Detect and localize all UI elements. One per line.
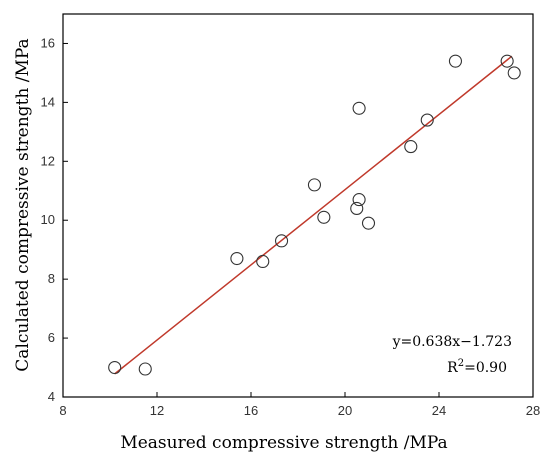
y-tick-label: 16 xyxy=(41,35,55,50)
data-point xyxy=(317,210,331,224)
data-point xyxy=(404,140,418,154)
data-point xyxy=(274,234,289,248)
data-point xyxy=(352,193,366,207)
r-squared-label: R2=0.90 xyxy=(447,358,507,376)
regression-line xyxy=(114,55,513,375)
x-tick-label: 28 xyxy=(526,403,540,418)
x-tick-label: 8 xyxy=(59,403,66,418)
data-point xyxy=(256,254,270,269)
y-tick-label: 10 xyxy=(41,212,55,227)
data-point xyxy=(507,66,521,80)
data-point xyxy=(350,201,364,215)
y-tick-label: 6 xyxy=(48,330,55,345)
equation-label: y=0.638x−1.723 xyxy=(392,334,512,350)
data-point xyxy=(448,54,463,68)
data-point xyxy=(230,251,244,266)
data-point xyxy=(138,362,152,376)
y-tick-label: 8 xyxy=(48,271,55,286)
y-axis-ticks: 4 6 8 10 12 14 16 xyxy=(41,35,68,404)
x-axis-title: Measured compressive strength /MPa xyxy=(120,433,447,453)
plot-frame xyxy=(62,13,534,398)
data-point xyxy=(361,216,376,230)
y-axis-title: Calculated compressive strength /MPa xyxy=(13,38,33,371)
data-points xyxy=(108,54,521,376)
x-tick-label: 16 xyxy=(244,403,258,418)
data-point xyxy=(500,54,514,68)
data-point xyxy=(352,101,366,115)
data-point xyxy=(307,178,322,192)
y-tick-label: 12 xyxy=(41,153,55,168)
x-axis-ticks: 8 12 16 20 24 28 xyxy=(59,392,540,418)
x-tick-label: 20 xyxy=(338,403,352,418)
x-tick-label: 12 xyxy=(150,403,164,418)
y-tick-label: 14 xyxy=(41,94,55,109)
data-point xyxy=(420,113,434,127)
data-point xyxy=(108,360,122,375)
y-tick-label: 4 xyxy=(48,389,55,404)
x-tick-label: 24 xyxy=(432,403,446,418)
